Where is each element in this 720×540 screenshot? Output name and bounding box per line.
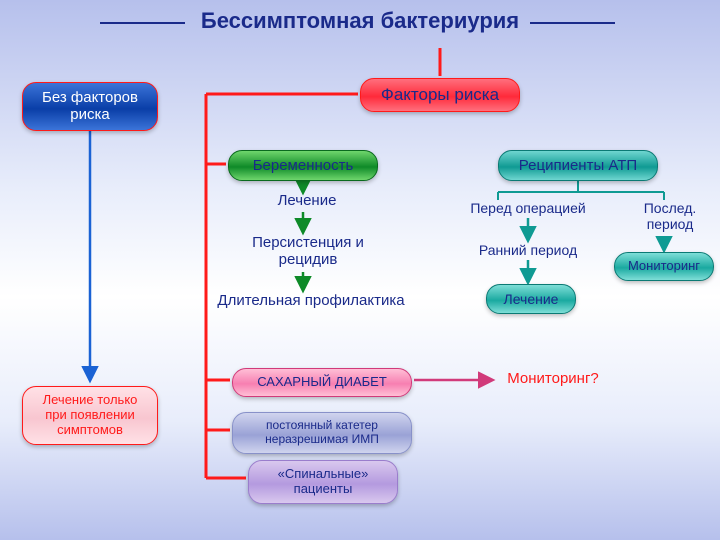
node-spinal: «Спинальные» пациенты xyxy=(248,460,398,504)
page-title: Бессимптомная бактериурия xyxy=(201,8,519,34)
node-no_factors: Без факторов риска xyxy=(22,82,158,131)
connector-layer xyxy=(0,0,720,540)
connector-line xyxy=(498,178,664,200)
title-rule-left xyxy=(100,22,185,24)
node-mon_q: Мониторинг? xyxy=(498,370,608,387)
node-symptoms: Лечение только при появлении симптомов xyxy=(22,386,158,445)
node-pre_op: Перед операцией xyxy=(458,200,598,216)
node-long_prof: Длительная профилактика xyxy=(206,292,416,309)
node-atp: Реципиенты АТП xyxy=(498,150,658,181)
node-early: Ранний период xyxy=(468,242,588,258)
node-pregnancy: Беременность xyxy=(228,150,378,181)
node-risk_factors: Факторы риска xyxy=(360,78,520,112)
node-catheter: постоянный катетер неразрешимая ИМП xyxy=(232,412,412,454)
node-monitoring: Мониторинг xyxy=(614,252,714,281)
title-rule-right xyxy=(530,22,615,24)
node-persist: Персистенция и рецидив xyxy=(228,234,388,269)
node-treatment2: Лечение xyxy=(486,284,576,314)
node-treatment1: Лечение xyxy=(262,192,352,209)
node-post_period: Послед. период xyxy=(630,200,710,232)
node-diabetes: САХАРНЫЙ ДИАБЕТ xyxy=(232,368,412,397)
